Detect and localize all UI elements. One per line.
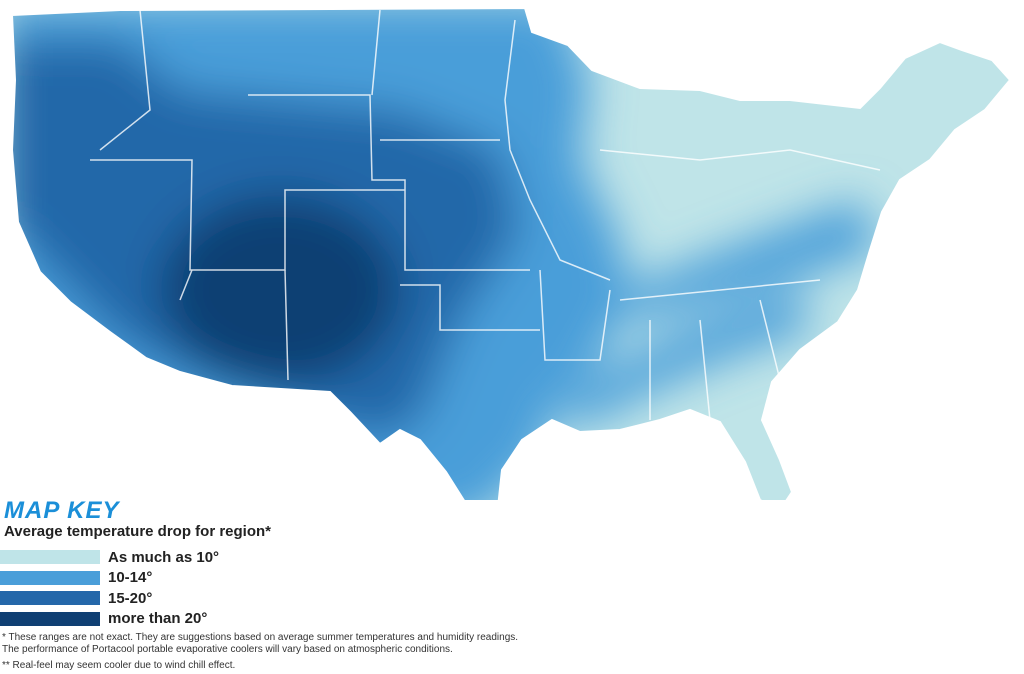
region-medium-band <box>600 200 880 320</box>
legend-label: 10-14° <box>108 569 153 586</box>
legend-item: 10-14° <box>0 569 152 587</box>
key-subtitle: Average temperature drop for region* <box>4 523 272 540</box>
legend-item: As much as 10° <box>0 548 219 566</box>
footnote: ** Real-feel may seem cooler due to wind… <box>2 660 236 671</box>
key-title: MAP KEY <box>4 497 120 524</box>
us-outline <box>10 6 1012 500</box>
legend-item: more than 20° <box>0 610 207 628</box>
legend-item: 15-20° <box>0 589 152 607</box>
region-darkest <box>160 195 400 385</box>
legend-swatch <box>0 611 100 626</box>
legend-label: 15-20° <box>108 589 153 607</box>
legend-swatch <box>0 591 100 605</box>
legend-label: As much as 10° <box>108 548 220 566</box>
legend-swatch <box>0 550 100 564</box>
legend-label: more than 20° <box>108 610 208 627</box>
legend-swatch <box>0 570 100 585</box>
us-map <box>10 6 1012 500</box>
footnote: * These ranges are not exact. They are s… <box>2 632 519 655</box>
region-medium-band <box>560 290 810 430</box>
